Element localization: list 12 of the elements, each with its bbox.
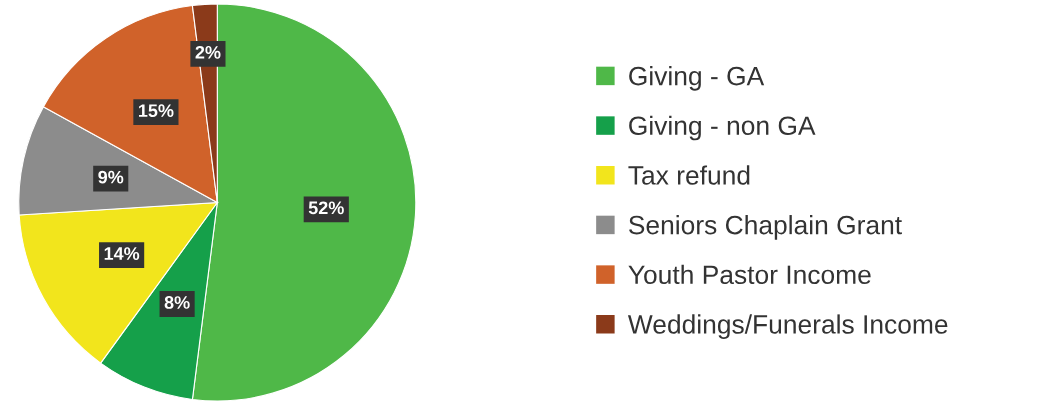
legend-label: Seniors Chaplain Grant	[629, 215, 902, 240]
data-label: 8%	[164, 296, 190, 309]
legend-label: Tax refund	[628, 165, 750, 185]
data-label: 52%	[308, 201, 344, 215]
legend-label: Giving - GA	[629, 66, 765, 91]
data-label: 14%	[104, 247, 140, 260]
data-label: 9%	[98, 170, 124, 184]
legend-label: Giving - non GA	[629, 115, 816, 141]
legend-label: Youth Pastor Income	[628, 264, 871, 285]
legend-label: Weddings/Funerals Income	[627, 314, 948, 339]
data-label: 2%	[195, 45, 221, 59]
data-label: 15%	[138, 104, 174, 118]
